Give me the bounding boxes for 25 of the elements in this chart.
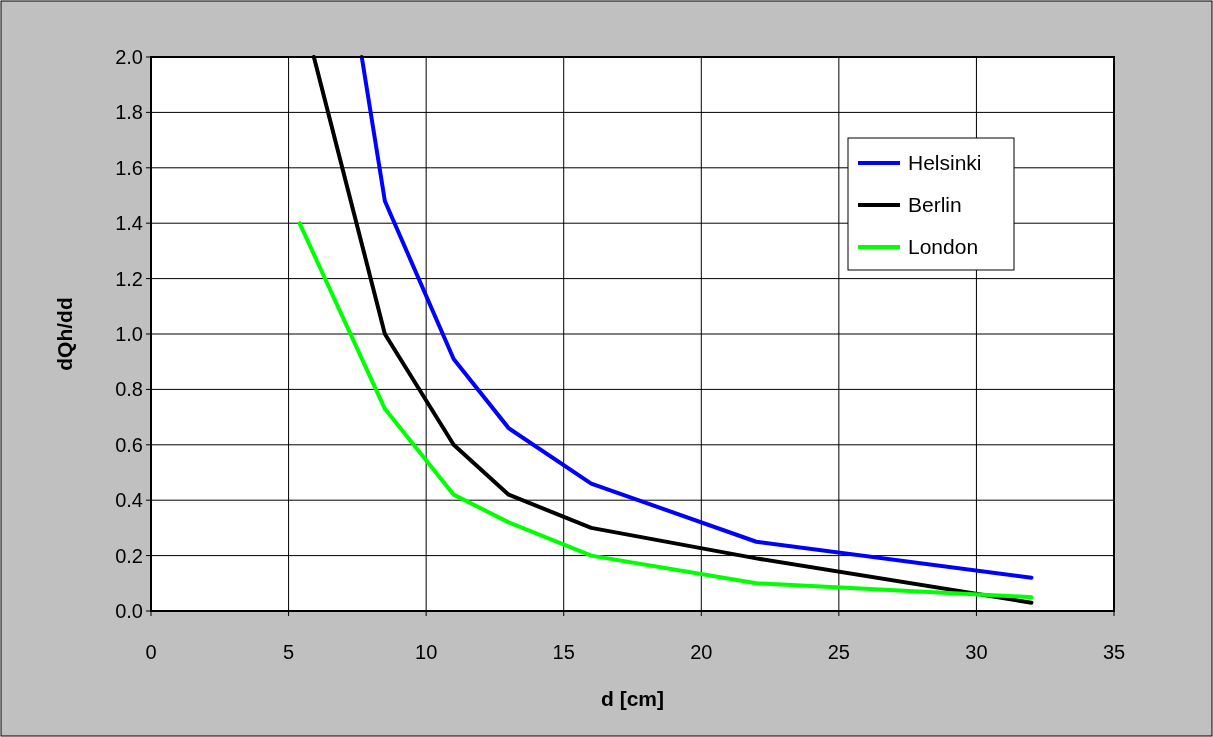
x-axis-title: d [cm]	[601, 687, 664, 710]
x-tick-label: 20	[690, 641, 713, 663]
y-tick-label: 1.4	[115, 212, 143, 235]
y-tick-label: 0.4	[115, 489, 143, 512]
legend-label: Berlin	[908, 193, 962, 217]
x-tick-label: 10	[415, 641, 438, 663]
y-tick-label: 1.2	[115, 267, 143, 290]
legend-label: Helsinki	[908, 151, 982, 175]
y-tick-label: 2.0	[115, 46, 143, 68]
x-tick-label: 15	[552, 641, 575, 663]
x-tick-label: 0	[145, 641, 157, 663]
x-tick-label: 5	[283, 641, 295, 663]
y-tick-label: 1.8	[115, 101, 143, 124]
line-series	[297, 221, 1034, 600]
y-tick-label: 1.6	[115, 156, 143, 179]
y-tick-label: 0.2	[115, 544, 143, 567]
y-tick-label: 0.6	[115, 433, 143, 456]
x-tick-label: 35	[1102, 641, 1126, 663]
x-tick-label: 30	[965, 641, 988, 663]
y-tick-label: 1.0	[115, 323, 143, 345]
legend-label: London	[908, 235, 979, 259]
y-tick-label: 0.0	[115, 600, 143, 622]
x-tick-label: 25	[827, 641, 850, 663]
y-axis-title: dQh/dd	[53, 297, 76, 371]
y-tick-label: 0.8	[115, 378, 143, 401]
